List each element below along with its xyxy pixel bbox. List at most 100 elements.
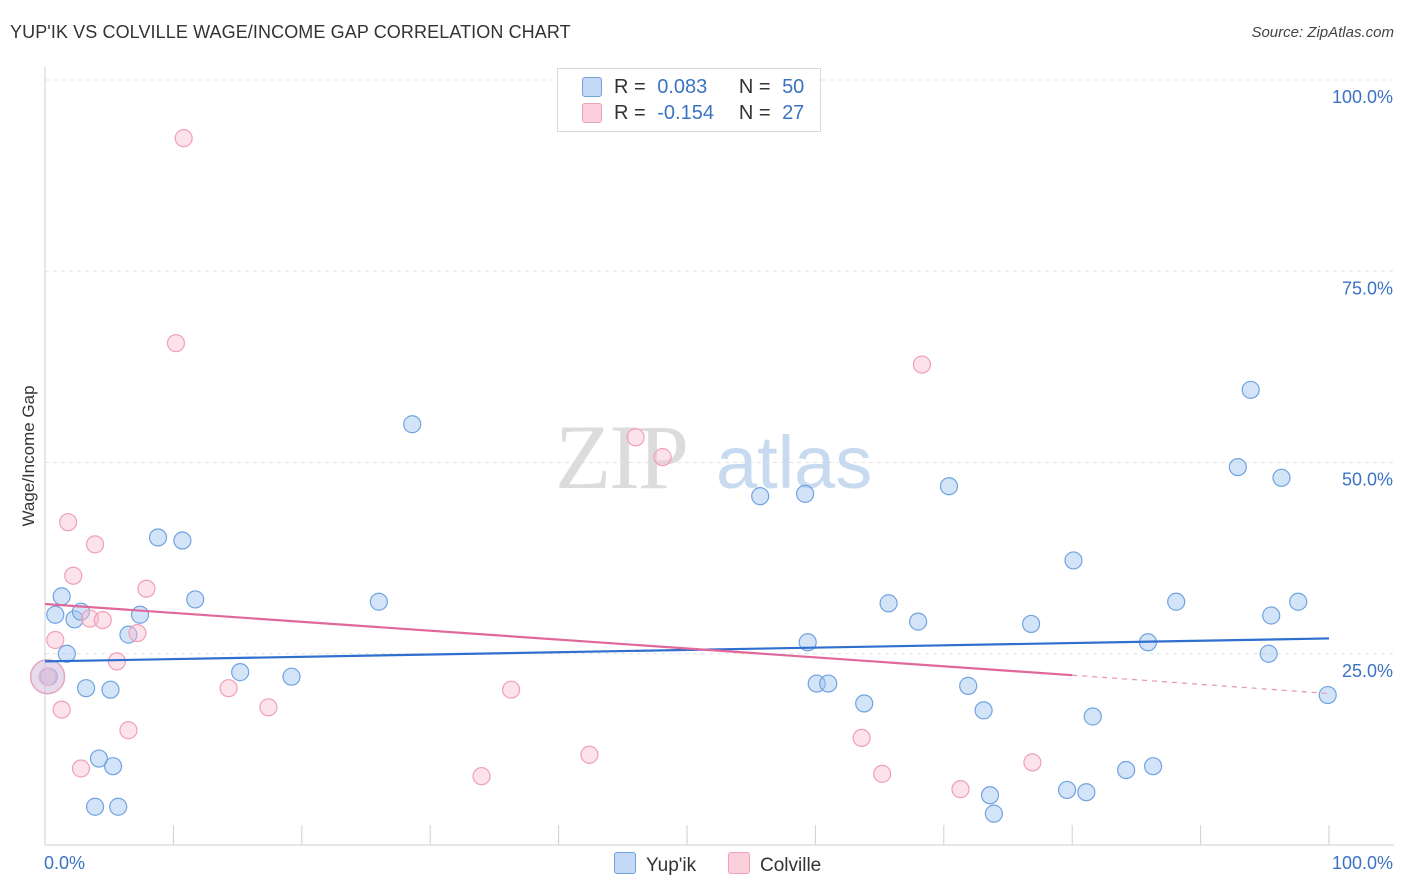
yupik-point: [1022, 614, 1041, 634]
yupik-point: [148, 528, 168, 547]
yupik-point: [1143, 757, 1163, 776]
yupik-point: [103, 757, 123, 776]
yupik-point: [46, 605, 65, 624]
yupik-point: [1318, 685, 1337, 705]
colville-point: [174, 129, 193, 148]
bottom-legend-label-yupik: Yup'ik: [646, 855, 697, 876]
yupik-point: [796, 484, 815, 503]
yupik-point: [76, 679, 96, 698]
legend-r-label: R =: [614, 102, 646, 124]
yupik-point: [980, 786, 1000, 805]
yupik-point: [939, 477, 959, 496]
yupik-point: [959, 676, 978, 695]
yupik-point: [1228, 457, 1247, 477]
colville-point: [626, 428, 645, 447]
colville-point: [501, 680, 521, 699]
legend-n-label: N =: [738, 76, 771, 98]
yupik-point: [101, 680, 120, 699]
colville-point: [71, 759, 91, 778]
yupik-point: [231, 663, 250, 682]
legend-n-label: N =: [738, 102, 771, 124]
yupik-point: [52, 587, 71, 606]
gridlines: [45, 79, 1394, 655]
yupik-point: [819, 674, 838, 693]
yupik-point: [282, 667, 301, 686]
stats-legend: R = 0.083 N = 50 R = -0.154 N = 27: [557, 68, 821, 132]
yupik-point: [855, 694, 874, 713]
bottom-legend-yupik: Yup'ik: [614, 852, 696, 877]
yupik-point: [1083, 707, 1102, 726]
source-label: Source: ZipAtlas.com: [1251, 24, 1394, 41]
legend-swatch-yupik: [582, 77, 602, 97]
chart-title: YUP'IK VS COLVILLE WAGE/INCOME GAP CORRE…: [10, 22, 571, 42]
x-tick-label: 0.0%: [44, 853, 85, 873]
colville-point: [1023, 753, 1042, 772]
colville-point: [107, 652, 127, 671]
yupik-point: [1289, 592, 1308, 611]
legend-r-value: -0.154: [657, 102, 714, 124]
legend-n-value: 50: [782, 76, 805, 98]
yupik-point: [751, 487, 770, 506]
colville-point: [137, 579, 156, 598]
yupik-point: [85, 797, 105, 816]
colville-point: [653, 448, 672, 467]
yupik-point: [1272, 468, 1291, 487]
legend-swatch-colville: [582, 103, 602, 123]
colville-point: [912, 355, 932, 374]
bottom-legend-colville: Colville: [728, 852, 821, 877]
colville-point: [85, 535, 105, 554]
legend-n-value: 27: [782, 102, 805, 124]
y-tick-label: 75.0%: [1342, 278, 1393, 298]
bottom-legend-swatch-yupik: [614, 852, 636, 874]
yupik-point: [186, 590, 205, 609]
yupik-point: [1117, 760, 1136, 780]
y-tick-label: 100.0%: [1332, 87, 1393, 107]
colville-point: [580, 745, 599, 764]
bottom-legend-label-colville: Colville: [760, 855, 822, 876]
colville-trend-extension: [1072, 674, 1330, 695]
yupik-point: [369, 592, 388, 611]
yupik-point: [1262, 606, 1281, 625]
yupik-point: [798, 633, 817, 652]
colville-point: [259, 698, 278, 717]
data-points: [29, 129, 1337, 823]
yupik-point: [909, 612, 928, 631]
yupik-point: [109, 797, 128, 816]
y-tick-label: 50.0%: [1342, 470, 1393, 490]
yupik-point: [1077, 783, 1096, 802]
colville-cluster-point: [29, 659, 66, 695]
colville-point: [46, 630, 65, 650]
watermark-zip: ZIP: [555, 406, 687, 508]
yupik-point: [89, 749, 109, 768]
bottom-legend-swatch-colville: [728, 852, 750, 874]
colville-point: [219, 679, 238, 698]
y-tick-label: 25.0%: [1342, 661, 1393, 681]
yupik-point: [1167, 592, 1186, 611]
colville-point: [38, 667, 57, 686]
yupik-point: [984, 804, 1003, 823]
colville-point: [52, 700, 71, 719]
colville-point: [852, 728, 871, 748]
tick-labels: 25.0% 50.0% 75.0% 100.0% 0.0% 100.0%: [44, 87, 1393, 873]
colville-point: [64, 566, 83, 585]
yupik-point: [173, 531, 192, 550]
yupik-point: [879, 594, 898, 613]
yupik-point: [1057, 780, 1077, 800]
colville-point: [873, 764, 892, 783]
yupik-point: [57, 644, 76, 663]
colville-point: [59, 513, 78, 532]
yupik-trend-line: [44, 637, 1330, 663]
colville-point: [166, 334, 186, 353]
x-tick-label: 100.0%: [1332, 853, 1393, 873]
yupik-point: [974, 701, 993, 720]
colville-point: [119, 721, 138, 740]
colville-point: [472, 767, 491, 786]
colville-point: [951, 780, 970, 799]
trend-lines: [44, 602, 1330, 695]
colville-trend-line: [44, 602, 1073, 677]
yupik-point: [403, 415, 422, 434]
colville-point: [128, 623, 147, 643]
legend-r-label: R =: [614, 76, 646, 98]
yupik-point: [1064, 551, 1083, 570]
yupik-point: [1259, 644, 1278, 663]
